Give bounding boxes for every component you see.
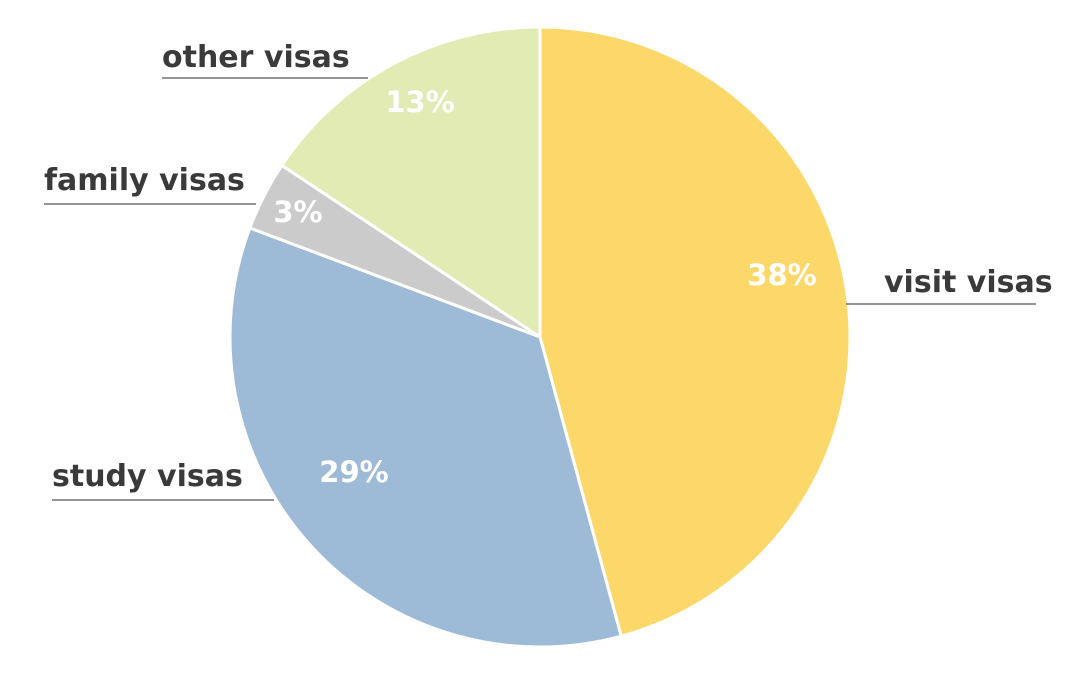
labels-layer: 38% visit visas 29% study visas 3% family vis… xyxy=(44,40,1053,494)
data-label-other-visas: 13% xyxy=(385,85,454,119)
pie-slice-other-visas xyxy=(279,25,542,340)
category-label-other-visas: other visas xyxy=(162,40,350,75)
category-label-family-visas: family visas xyxy=(44,163,245,198)
data-label-visit-visas: 38% xyxy=(747,258,816,292)
pie-slice-study-visas xyxy=(228,225,624,649)
slices-layer xyxy=(228,25,852,649)
leaders-layer xyxy=(44,77,1036,501)
category-label-visit-visas: visit visas xyxy=(884,265,1053,300)
category-label-study-visas: study visas xyxy=(52,459,243,494)
pie-slice-visit-visas xyxy=(538,25,852,639)
data-label-family-visas: 3% xyxy=(273,195,322,229)
data-label-study-visas: 29% xyxy=(319,455,388,489)
